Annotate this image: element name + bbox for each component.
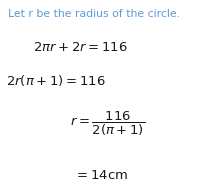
Text: $2\pi r + 2r = 116$: $2\pi r + 2r = 116$ <box>33 41 128 54</box>
Text: Let r be the radius of the circle.: Let r be the radius of the circle. <box>8 9 180 19</box>
Text: $2r\left(\pi + 1\right) = 116$: $2r\left(\pi + 1\right) = 116$ <box>6 73 106 88</box>
Text: $= 14\mathrm{cm}$: $= 14\mathrm{cm}$ <box>74 169 128 182</box>
Text: $r = \dfrac{116}{2\left(\pi + 1\right)}$: $r = \dfrac{116}{2\left(\pi + 1\right)}$ <box>70 109 145 138</box>
